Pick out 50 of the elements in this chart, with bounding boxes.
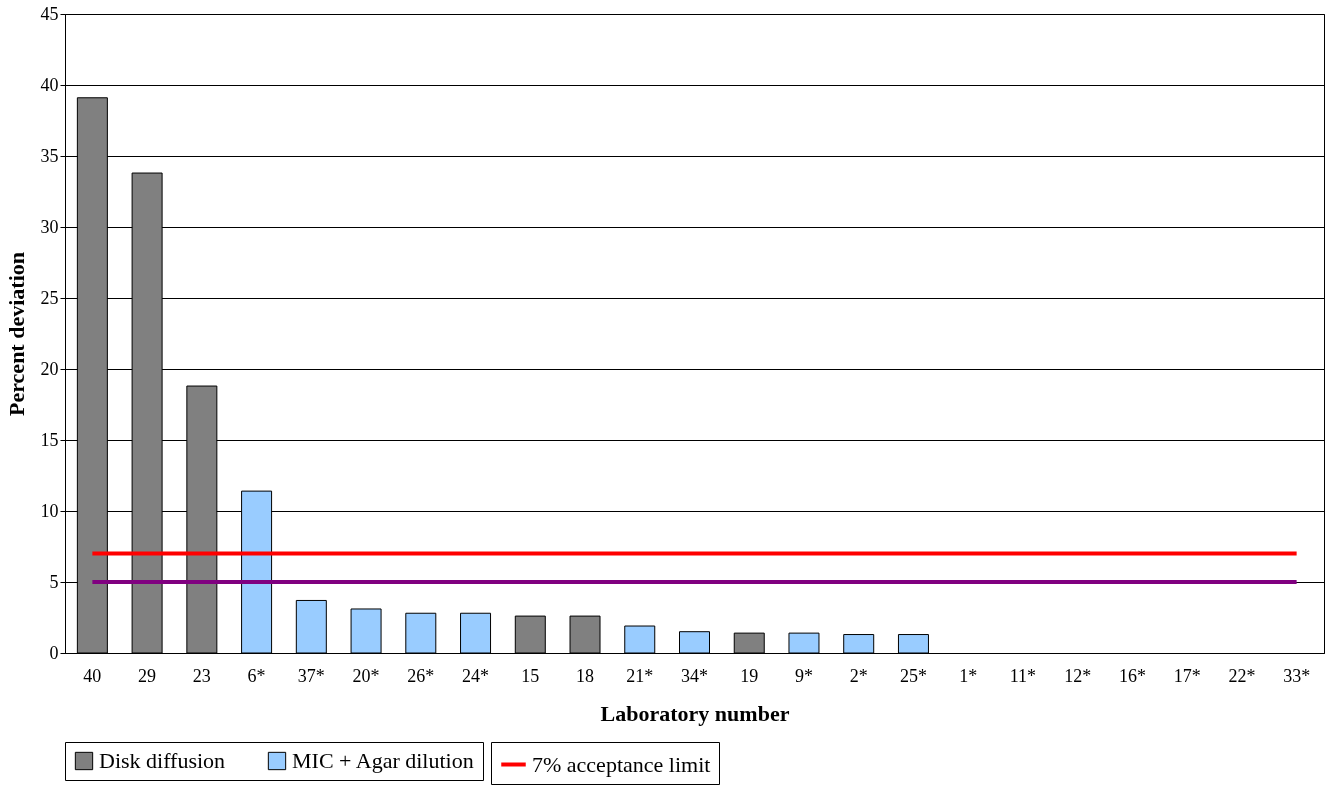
y-tick-label: 35 bbox=[40, 145, 59, 166]
bar bbox=[405, 612, 437, 654]
y-tick-label: 15 bbox=[40, 429, 59, 450]
legend-label: MIC + Agar dilution bbox=[292, 748, 474, 773]
bar bbox=[295, 599, 327, 654]
bar bbox=[624, 625, 656, 654]
y-tick-label: 45 bbox=[40, 3, 59, 24]
x-tick-label: 18 bbox=[576, 665, 595, 686]
x-axis-title: Laboratory number bbox=[600, 700, 790, 726]
bar bbox=[897, 634, 929, 654]
x-tick-label: 1* bbox=[959, 665, 978, 686]
y-tick-label: 5 bbox=[49, 571, 59, 592]
x-tick-label: 16* bbox=[1118, 665, 1146, 686]
x-tick-label: 22* bbox=[1228, 665, 1256, 686]
bar bbox=[843, 634, 875, 654]
x-tick-label: 37* bbox=[297, 665, 325, 686]
bar bbox=[733, 632, 765, 654]
y-axis-title: Percent deviation bbox=[3, 252, 29, 416]
x-tick-label: 33* bbox=[1283, 665, 1311, 686]
y-tick-label: 25 bbox=[40, 287, 59, 308]
x-tick-label: 29 bbox=[138, 665, 157, 686]
x-tick-label: 21* bbox=[626, 665, 654, 686]
x-tick-label: 6* bbox=[247, 665, 266, 686]
y-tick-label: 10 bbox=[40, 500, 59, 521]
bar bbox=[514, 615, 546, 654]
bar bbox=[350, 608, 382, 654]
legend-label: 7% acceptance limit bbox=[532, 751, 711, 777]
x-tick-label: 9* bbox=[794, 665, 813, 686]
y-tick-label: 40 bbox=[40, 74, 59, 95]
y-tick-label: 20 bbox=[40, 358, 59, 379]
legend-label: Disk diffusion bbox=[99, 748, 226, 773]
x-tick-label: 15 bbox=[521, 665, 540, 686]
x-tick-label: 26* bbox=[407, 665, 435, 686]
x-tick-label: 2* bbox=[849, 665, 868, 686]
bar bbox=[788, 632, 820, 654]
bar bbox=[679, 631, 710, 654]
bar bbox=[460, 612, 492, 654]
x-tick-label: 12* bbox=[1064, 665, 1092, 686]
x-tick-label: 34* bbox=[681, 665, 708, 686]
x-tick-label: 25* bbox=[899, 665, 927, 686]
x-tick-label: 11* bbox=[1009, 665, 1037, 686]
y-tick-label: 30 bbox=[40, 216, 59, 237]
x-tick-label: 20* bbox=[352, 665, 380, 686]
x-tick-label: 40 bbox=[83, 665, 102, 686]
bar bbox=[569, 615, 601, 654]
x-tick-label: 19 bbox=[740, 665, 759, 686]
x-tick-label: 17* bbox=[1173, 665, 1201, 686]
y-tick-label: 0 bbox=[49, 642, 59, 663]
x-tick-label: 24* bbox=[462, 665, 490, 686]
x-tick-label: 23 bbox=[192, 665, 211, 686]
